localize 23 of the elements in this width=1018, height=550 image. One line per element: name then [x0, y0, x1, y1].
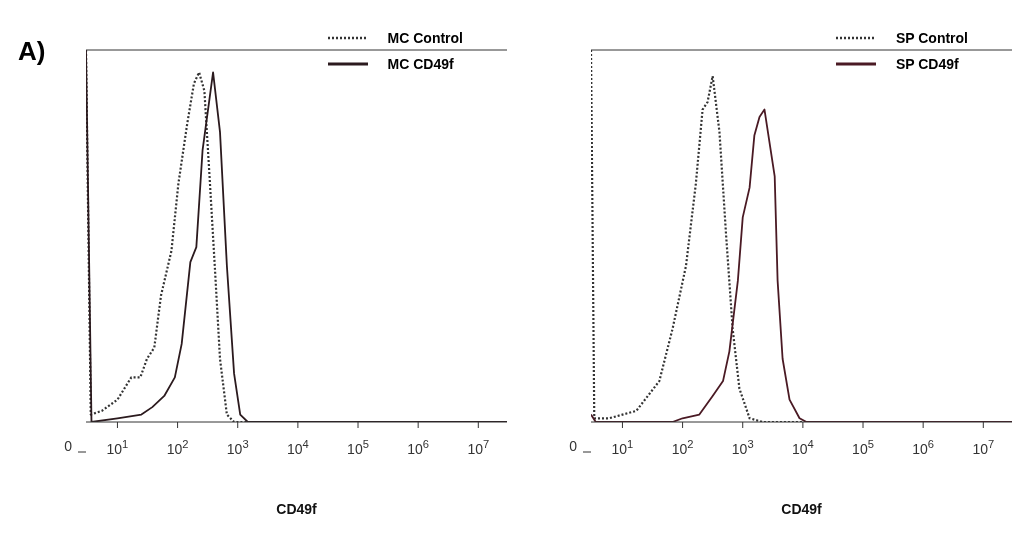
legend-label: SP CD49f — [895, 56, 959, 72]
x-tick-label: 10$^{6}$ — [912, 438, 935, 457]
x-tick-label: 10$^{5}$ — [347, 438, 369, 457]
legend-label: SP Control — [895, 30, 968, 46]
legend-label: MC Control — [387, 30, 463, 46]
x-axis-title: CD49f — [276, 501, 318, 517]
text: 0 — [64, 438, 72, 454]
x-tick-label: 10$^{2}$ — [671, 438, 694, 457]
x-tick-label: 10$^{1}$ — [106, 438, 129, 457]
x-tick-label: 10$^{3}$ — [731, 438, 754, 457]
x-tick-label: 10$^{4}$ — [286, 438, 309, 457]
text: 0 — [569, 438, 577, 454]
x-axis-title: CD49f — [781, 501, 823, 517]
x-tick-label: 10$^{5}$ — [852, 438, 874, 457]
x-tick-label: 10$^{6}$ — [407, 438, 430, 457]
x-tick-label: 10$^{2}$ — [166, 438, 189, 457]
chart-title: A) — [18, 36, 46, 67]
legend-label: MC CD49f — [387, 56, 454, 72]
x-tick-label: 10$^{7}$ — [972, 438, 995, 457]
x-tick-label: 10$^{3}$ — [226, 438, 249, 457]
x-tick-label: 10$^{4}$ — [791, 438, 814, 457]
x-tick-label: 10$^{1}$ — [611, 438, 634, 457]
x-tick-label: 10$^{7}$ — [467, 438, 490, 457]
